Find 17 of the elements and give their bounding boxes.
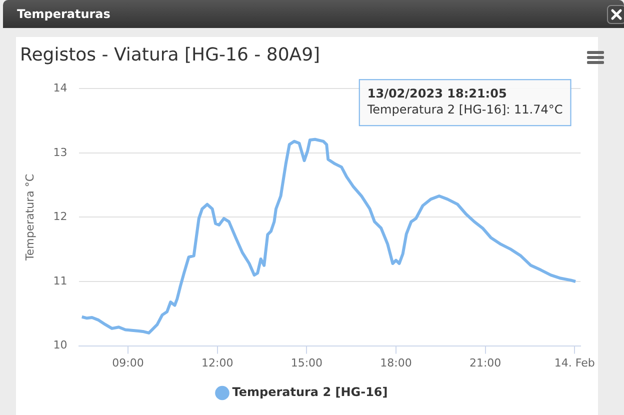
chart-subtitle: Registos - Viatura [HG-16 - 80A9] <box>20 44 320 66</box>
x-tick-label: 12:00 <box>201 356 234 370</box>
x-tick-label: 18:00 <box>380 356 412 370</box>
x-tick-label: 09:00 <box>112 356 144 370</box>
y-tick-label: 13 <box>53 146 68 159</box>
annotation: Temperatura 2 [HG-16]: 11.74°C <box>366 102 563 117</box>
annotation: 13/02/2023 18:21:05 <box>367 86 507 101</box>
y-tick-label: 10 <box>53 338 68 352</box>
y-tick-label: 12 <box>53 210 68 224</box>
y-tick-label: 11 <box>53 274 68 288</box>
x-tick-label: 15:00 <box>290 356 323 370</box>
legend-label: Temperatura 2 [HG-16] <box>232 385 388 400</box>
x-tick-label: 14. Feb <box>554 356 595 370</box>
y-axis-title: Temperatura °C <box>23 174 36 262</box>
y-tick-label: 14 <box>53 81 68 94</box>
chart-title: Temperaturas <box>17 7 110 21</box>
x-tick-label: 21:00 <box>469 356 502 370</box>
